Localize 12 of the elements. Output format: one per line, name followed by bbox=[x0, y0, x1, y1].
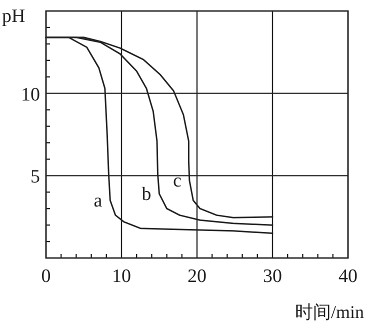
ytick: 10 bbox=[21, 84, 40, 106]
series-label: a bbox=[94, 190, 102, 212]
xtick: 40 bbox=[338, 266, 358, 287]
series-label: b bbox=[142, 184, 152, 205]
xlabel: 时间/min bbox=[294, 302, 364, 322]
xtick: 30 bbox=[263, 266, 282, 287]
xtick: 10 bbox=[112, 266, 131, 287]
ylabel: pH bbox=[2, 6, 26, 27]
xtick: 0 bbox=[41, 266, 51, 287]
series-label: c bbox=[173, 170, 182, 192]
xtick: 20 bbox=[188, 266, 206, 287]
ytick: 5 bbox=[30, 166, 40, 188]
